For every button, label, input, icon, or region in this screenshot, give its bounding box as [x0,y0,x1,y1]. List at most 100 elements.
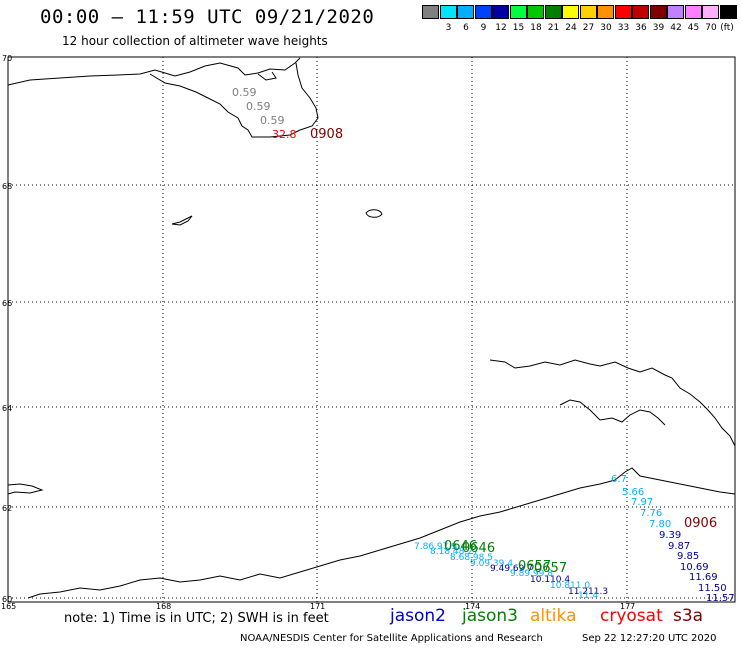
track-time-label: 0657 [518,559,551,574]
colorbar-label: 12 [495,23,507,33]
colorbar-label: 6 [463,23,469,33]
pacific-cyan-value: 7.80 [649,519,671,530]
mission-jason3: jason3 [462,606,518,626]
page-title: 00:00 – 11:59 UTC 09/21/2020 [40,6,375,28]
longitude-label: 171 [310,602,325,611]
colorbar-swatch [439,5,457,19]
colorbar-label: 33 [617,23,630,33]
longitude-label: 177 [620,602,635,611]
colorbar-label: 45 [687,23,700,33]
colorbar-swatch [632,5,649,19]
colorbar-swatch [684,5,702,19]
latitude-label: 66 [2,299,12,308]
colorbar-unit: (ft) [720,23,734,33]
bay-coastline [149,62,319,138]
colorbar-swatch [492,5,509,19]
svg-text:9.89.99.8: 9.89.99.8 [510,569,553,579]
latitude-label: 70 [2,54,12,63]
colorbar-label: 36 [635,23,647,33]
note-text: note: 1) Time is in UTC; 2) SWH is in fe… [64,611,329,626]
pacific-blue-value: 9.39 [659,530,681,541]
svg-text:11.4: 11.4 [578,591,598,601]
alaska-coast-detail [559,399,666,426]
pacific-blue-value: 11.50 [698,583,727,594]
pacific-blue-value: 10.69 [680,562,709,573]
colorbar-swatch [597,5,614,19]
colorbar-swatch [509,5,527,19]
longitude-label: 168 [156,602,171,611]
track-time-label: 0657 [534,561,567,576]
track-time-label: 0646 [462,541,495,556]
mission-jason2: jason2 [390,606,446,626]
colorbar-swatch [474,5,492,19]
svg-text:9.09.39.4: 9.09.39.4 [470,559,513,569]
colorbar-label: 42 [670,23,682,33]
pacific-blue-value: 9.85 [677,551,699,562]
mission-s3a: s3a [673,606,704,626]
map-frame [7,56,736,603]
colorbar-swatch [667,5,684,19]
pacific-blue-value: 9.87 [668,541,690,552]
arctic-coastline [7,57,301,86]
colorbar-label: 24 [565,23,577,33]
svg-text:8.68.98.5: 8.68.98.5 [450,553,493,563]
generated-timestamp: Sep 22 12:27:20 UTC 2020 [582,633,717,644]
colorbar-swatch [562,5,579,19]
colorbar-label: 27 [582,23,595,33]
observations: 0.59 0.59 0.59 32.8 0908 6.7 5.66 7.97 7… [232,86,735,604]
svg-text:8.18.48.27: 8.18.48.27 [430,547,479,557]
colorbar-label: 3 [445,23,452,33]
latitude-label: 60 [2,595,12,604]
svg-text:10.811.0: 10.811.0 [550,581,590,591]
colorbar-label: 15 [512,23,525,33]
pacific-blue-value: 11.57 [706,593,735,604]
colorbar-label: 39 [652,23,665,33]
credit-line: NOAA/NESDIS Center for Satellite Applica… [240,633,543,644]
chukotka-coastline [27,467,736,599]
coastlines [7,57,736,599]
arctic-value: 0.59 [246,100,271,113]
latitude-label: 64 [2,404,12,413]
longitude-label: 174 [465,602,480,611]
arctic-time-label: 0908 [310,127,343,142]
colorbar-label: 70 [705,23,717,33]
arctic-value: 0.59 [232,86,257,99]
colorbar-swatch [719,5,737,19]
track-time-label: 0646 [444,539,477,554]
svg-text:7.86.97.9: 7.86.97.9 [414,542,457,552]
pacific-time-label: 0906 [684,516,717,531]
arctic-shore-detail [257,71,277,81]
mission-cryosat: cryosat [600,606,663,626]
colorbar-label: 9 [480,23,487,33]
pacific-cyan-value: 6.7 [611,474,627,485]
west-coast-fragment [7,483,44,495]
colorbar-swatch [527,5,544,19]
colorbar-swatch [649,5,667,19]
arctic-red-value: 32.8 [272,128,297,141]
small-island-2 [171,215,193,226]
colorbar-label: 30 [600,23,612,33]
svg-text:10.110.4: 10.110.4 [530,575,570,585]
dense-track-clutter: 7.86.97.9 8.18.48.27 8.68.98.5 9.09.39.4… [414,542,608,601]
latitude-label: 68 [2,182,12,191]
svg-text:11.211.3: 11.211.3 [568,587,608,597]
pacific-cyan-value: 7.97 [631,497,653,508]
latitude-label: 62 [2,504,12,513]
mission-altika: altika [530,606,577,626]
colorbar-swatch [579,5,597,19]
colorbar-label: 21 [547,23,560,33]
page-subtitle: 12 hour collection of altimeter wave hei… [62,34,328,48]
colorbar-swatch [457,5,474,19]
colorbar-swatch [544,5,562,19]
colorbar-swatch [702,5,719,19]
arctic-value: 0.59 [260,114,285,127]
pacific-cyan-value: 5.66 [622,487,644,498]
small-island-1 [365,209,383,218]
svg-text:9.49.69.7: 9.49.69.7 [490,564,533,574]
pacific-cyan-value: 7.76 [640,508,662,519]
colorbar-swatch [422,5,439,19]
alaska-coastline [489,359,736,447]
pacific-blue-value: 11.69 [689,572,718,583]
